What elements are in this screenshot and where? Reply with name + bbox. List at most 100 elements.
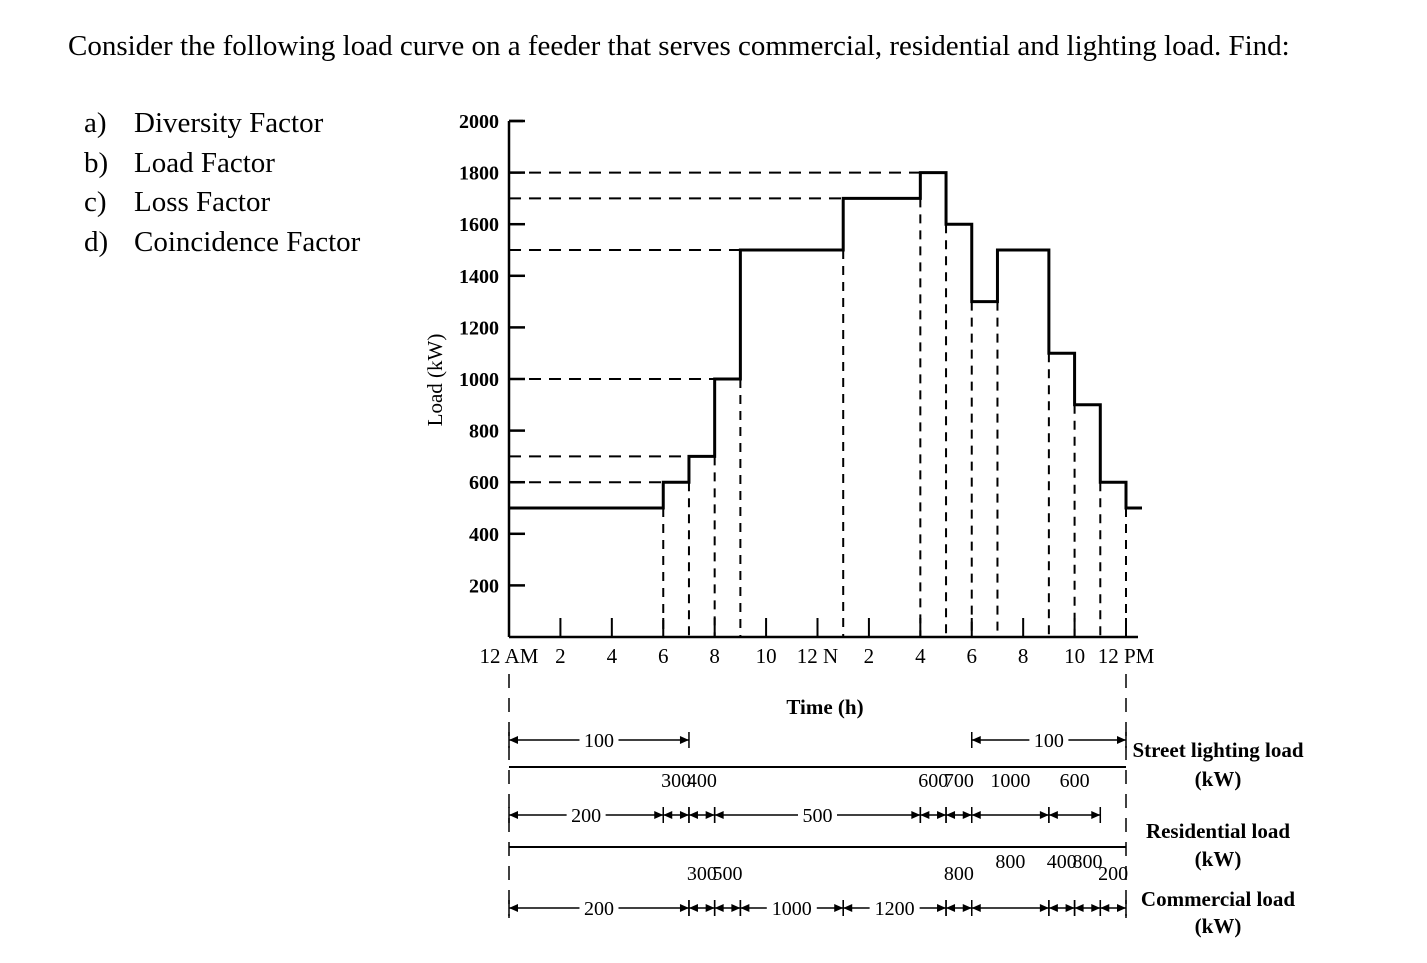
- arrowhead-left: [740, 904, 750, 912]
- segment-value-bg: [579, 897, 619, 919]
- arrowhead-right: [654, 811, 664, 819]
- arrowhead-left: [946, 811, 956, 819]
- arrowhead-left: [688, 904, 698, 912]
- arrowhead-left: [714, 811, 724, 819]
- segment-value: 1200: [875, 898, 915, 920]
- question-item: b) Load Factor: [84, 144, 360, 184]
- profile-name: Street lighting load: [1132, 738, 1303, 762]
- segment-value: 600: [918, 770, 948, 792]
- question-label: b): [84, 146, 109, 179]
- arrowhead-left: [509, 904, 518, 912]
- segment-value: 200: [584, 898, 614, 920]
- arrowhead-left: [1048, 904, 1058, 912]
- y-tick-label: 1600: [459, 214, 499, 236]
- segment-value-bg: [579, 729, 619, 751]
- segment-value: 300: [687, 863, 717, 885]
- arrowhead-right: [1091, 904, 1101, 912]
- arrowhead-left: [1048, 811, 1058, 819]
- arrowhead-left: [688, 811, 698, 819]
- question-item: d) Coincidence Factor: [84, 223, 360, 263]
- question-item: a) Diversity Factor: [84, 104, 360, 144]
- segment-value: 1000: [990, 770, 1030, 792]
- arrowhead-right: [679, 811, 689, 819]
- profile-unit: (kW): [1195, 767, 1242, 791]
- arrowhead-left: [971, 736, 981, 744]
- segment-value: 700: [944, 770, 974, 792]
- question-text: Diversity Factor: [134, 107, 324, 139]
- question-label: c): [84, 186, 107, 218]
- x-tick-label: 10: [756, 644, 777, 668]
- arrowhead-left: [1100, 904, 1110, 912]
- segment-value: 500: [713, 863, 743, 885]
- x-tick-label: 4: [915, 644, 926, 668]
- x-tick-label: 6: [658, 644, 669, 668]
- x-tick-label: 12 AM: [480, 644, 539, 668]
- arrowhead-left: [971, 811, 981, 819]
- problem-statement: Consider the following load curve on a f…: [68, 30, 1290, 62]
- segment-value-bg: [566, 804, 606, 826]
- chart-axes: Load (kW) Time (h) 200 400 600 800 1000 1200 1…: [423, 111, 1155, 719]
- profile-unit: (kW): [1195, 914, 1242, 938]
- segment-value: 400: [1047, 851, 1077, 873]
- segment-value: 100: [584, 730, 614, 752]
- question-list: a) Diversity Factor b) Load Factor c) Loss …: [84, 104, 360, 262]
- segment-value: 800: [944, 863, 974, 885]
- segment-value: 100: [1034, 730, 1064, 752]
- x-tick-label: 12 N: [797, 644, 838, 668]
- arrowhead-left: [663, 811, 673, 819]
- question-text: Loss Factor: [134, 186, 271, 218]
- x-tick-label: 6: [967, 644, 978, 668]
- arrowhead-right: [937, 811, 947, 819]
- segment-value-bg: [766, 897, 817, 919]
- arrowhead-right: [911, 811, 921, 819]
- segment-value: 600: [1060, 770, 1090, 792]
- arrowhead-right: [705, 811, 715, 819]
- arrowhead-left: [714, 904, 724, 912]
- y-tick-label: 400: [469, 524, 499, 546]
- segment-value-bg: [869, 897, 920, 919]
- question-text: Load Factor: [134, 146, 275, 179]
- arrowhead-right: [1039, 904, 1049, 912]
- y-tick-label: 1400: [459, 266, 499, 288]
- segment-value: 500: [803, 805, 833, 827]
- question-label: a): [84, 107, 107, 139]
- arrowhead-left: [946, 904, 956, 912]
- question-item: c) Loss Factor: [84, 183, 360, 223]
- segment-value: 200: [1098, 863, 1128, 885]
- arrowhead-left: [843, 904, 853, 912]
- x-tick-label: 8: [1018, 644, 1029, 668]
- x-tick-label: 10: [1064, 644, 1085, 668]
- load-curve-line: [509, 171, 1142, 510]
- profile-name: Residential load: [1146, 819, 1290, 843]
- arrowhead-left: [509, 736, 518, 744]
- arrowhead-right: [962, 811, 972, 819]
- segment-value: 800: [995, 851, 1025, 873]
- arrowhead-right: [679, 736, 689, 744]
- x-axis-label: Time (h): [786, 695, 863, 719]
- arrowhead-left: [971, 904, 981, 912]
- arrowhead-right: [1091, 811, 1101, 819]
- arrowhead-right: [1117, 904, 1126, 912]
- arrowhead-right: [731, 904, 741, 912]
- arrowhead-left: [509, 811, 518, 819]
- arrowhead-left: [920, 811, 930, 819]
- x-tick-label: 2: [555, 644, 566, 668]
- question-text: Coincidence Factor: [134, 225, 361, 258]
- question-label: d): [84, 225, 109, 258]
- arrowhead-right: [962, 904, 972, 912]
- arrowhead-right: [705, 904, 715, 912]
- segment-value: 1000: [772, 898, 812, 920]
- arrowhead-right: [937, 904, 947, 912]
- y-tick-label: 1200: [459, 317, 499, 339]
- segment-value: 200: [571, 805, 601, 827]
- arrowhead-right: [1065, 904, 1075, 912]
- x-tick-label: 4: [607, 644, 618, 668]
- load-profiles: 100 100 Street lighting load (kW) 200 300 400 5…: [508, 674, 1304, 938]
- y-tick-label: 600: [469, 472, 499, 494]
- segment-value-bg: [798, 804, 837, 826]
- arrowhead-left: [1074, 904, 1084, 912]
- y-tick-label: 200: [469, 575, 499, 597]
- arrowhead-right: [679, 904, 689, 912]
- y-tick-label: 1800: [459, 163, 499, 185]
